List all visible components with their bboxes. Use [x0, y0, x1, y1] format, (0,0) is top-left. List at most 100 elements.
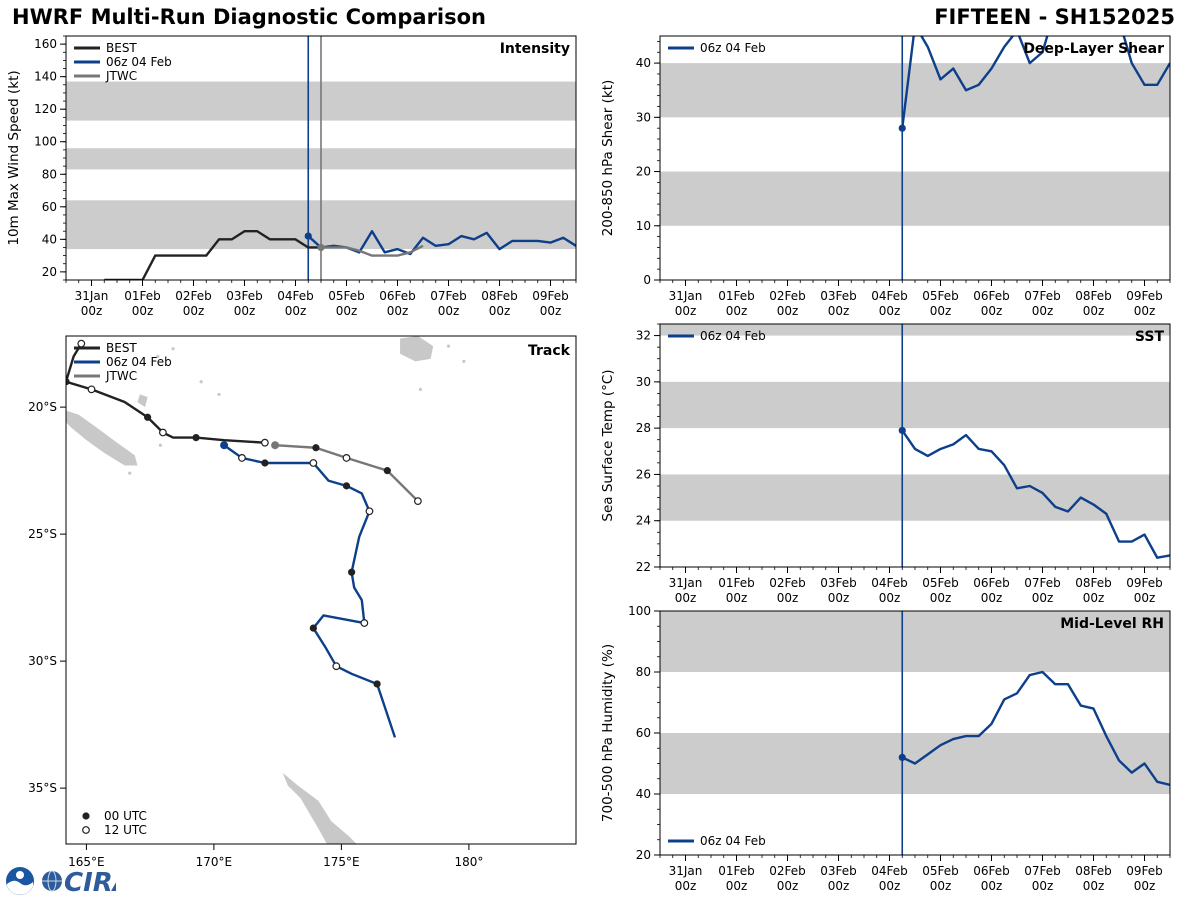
track-line	[275, 444, 419, 502]
x-tick-label-date: 31Jan	[669, 576, 703, 590]
small-island	[462, 359, 466, 363]
y-tick-label: 100	[628, 604, 651, 618]
x-tick-label-hour: 00z	[183, 304, 205, 318]
legend-label: BEST	[106, 341, 137, 355]
rh-panel: 20 40 60 80 100 700-500 hPa Humidity (%) 31Jan…	[600, 604, 1171, 893]
loyalty-islands-land	[137, 394, 148, 408]
y-tick-label: 0	[643, 273, 651, 287]
x-tick-label-hour: 00z	[1032, 879, 1054, 893]
x-tick-label-date: 08Feb	[481, 289, 518, 303]
y-axis-label: 10m Max Wind Speed (kt)	[6, 70, 22, 245]
y-tick-label: 24	[636, 514, 651, 528]
x-tick-label-date: 31Jan	[669, 289, 703, 303]
y-tick-label: 28	[636, 421, 651, 435]
y-tick-label: 40	[636, 56, 651, 70]
x-tick-label-date: 06Feb	[379, 289, 416, 303]
x-tick-label-hour: 00z	[930, 879, 952, 893]
new-caledonia-land	[66, 410, 138, 466]
x-tick-label-hour: 00z	[285, 304, 307, 318]
x-tick-label-date: 06Feb	[973, 576, 1010, 590]
x-tick-label-hour: 00z	[777, 304, 799, 318]
x-tick-label-hour: 00z	[1083, 879, 1105, 893]
threshold-band	[660, 611, 1170, 672]
threshold-band	[660, 474, 1170, 521]
plot-frame	[659, 323, 1171, 568]
panel-title: Mid-Level RH	[1060, 616, 1164, 632]
track-point-12utc	[342, 454, 351, 462]
x-tick-label-date: 03Feb	[820, 289, 857, 303]
track-point-00utc	[312, 444, 320, 452]
x-tick-label-date: 04Feb	[277, 289, 314, 303]
x-tick-label-date: 07Feb	[1024, 289, 1061, 303]
x-tick-label-hour: 00z	[387, 304, 409, 318]
small-island	[199, 380, 203, 384]
legend-marker-00utc	[82, 812, 90, 820]
new-zealand-land	[282, 772, 357, 844]
y-tick-label: 40	[636, 787, 651, 801]
land-masses	[66, 317, 466, 844]
y-tick-label: 120	[34, 102, 57, 116]
small-island	[166, 317, 169, 320]
x-tick-label-date: 08Feb	[1075, 864, 1112, 878]
small-island	[171, 347, 175, 351]
x-tick-label-date: 01Feb	[718, 864, 755, 878]
small-island	[418, 387, 423, 391]
x-tick-label-date: 09Feb	[532, 289, 569, 303]
track-point-00utc	[261, 459, 269, 467]
y-tick-label: 22	[636, 560, 651, 574]
series-line	[901, 36, 1170, 129]
track-point-12utc	[360, 619, 369, 627]
track-panel: 165°E 170°E 175°E 180° 20°S 25°S 30°S 35°S Track…	[28, 317, 577, 869]
y-tick-label: 20	[42, 265, 57, 279]
lat-tick-label: 30°S	[28, 654, 57, 668]
x-tick-label-date: 03Feb	[226, 289, 263, 303]
legend-label: 06z 04 Feb	[700, 41, 766, 55]
x-tick-label-date: 31Jan	[669, 864, 703, 878]
x-tick-label-hour: 00z	[675, 304, 697, 318]
y-axis: 22 24 26 28 30 32	[636, 323, 660, 574]
small-island	[158, 443, 162, 447]
x-tick-label-hour: 00z	[981, 879, 1003, 893]
y-tick-label: 26	[636, 467, 651, 481]
y-tick-label: 60	[42, 200, 57, 214]
x-axis: 31Jan00z01Feb00z02Feb00z03Feb00z04Feb00z…	[65, 280, 577, 318]
threshold-band	[660, 171, 1170, 226]
legend-label: 06z 04 Feb	[106, 355, 172, 369]
plot-frame	[65, 335, 577, 845]
x-tick-label-date: 08Feb	[1075, 289, 1112, 303]
x-axis: 31Jan00z01Feb00z02Feb00z03Feb00z04Feb00z…	[659, 280, 1171, 318]
x-tick-label-hour: 00z	[234, 304, 256, 318]
track-point-00utc	[144, 413, 152, 421]
y-tick-label: 80	[42, 167, 57, 181]
x-tick-label-date: 08Feb	[1075, 576, 1112, 590]
y-tick-label: 80	[636, 665, 651, 679]
lon-tick-label: 170°E	[196, 855, 233, 869]
track-point-00utc	[373, 680, 381, 688]
y-tick-label: 30	[636, 110, 651, 124]
initial-point-marker	[317, 243, 325, 252]
x-tick-label-hour: 00z	[675, 879, 697, 893]
x-tick-label-date: 07Feb	[1024, 576, 1061, 590]
x-tick-label-date: 01Feb	[718, 289, 755, 303]
logo-bar: CIRA	[4, 864, 133, 900]
x-tick-label-hour: 00z	[981, 591, 1003, 605]
x-tick-label-hour: 00z	[879, 304, 901, 318]
x-tick-label-date: 07Feb	[1024, 864, 1061, 878]
legend-label: JTWC	[105, 69, 137, 83]
x-tick-label-date: 05Feb	[922, 576, 959, 590]
x-tick-label-date: 02Feb	[769, 289, 806, 303]
y-tick-label: 60	[636, 726, 651, 740]
sst-plot-area	[660, 324, 1170, 567]
x-tick-label-date: 09Feb	[1126, 289, 1163, 303]
x-tick-label-date: 04Feb	[871, 289, 908, 303]
lat-tick-label: 35°S	[28, 781, 57, 795]
x-axis: 31Jan00z01Feb00z02Feb00z03Feb00z04Feb00z…	[659, 855, 1171, 893]
track-point-12utc	[309, 459, 318, 467]
small-island	[446, 344, 451, 348]
track-point-12utc	[365, 507, 374, 516]
legend-label: 12 UTC	[104, 823, 147, 837]
x-tick-label-hour: 00z	[828, 591, 850, 605]
shear-plot-area	[660, 36, 1170, 280]
